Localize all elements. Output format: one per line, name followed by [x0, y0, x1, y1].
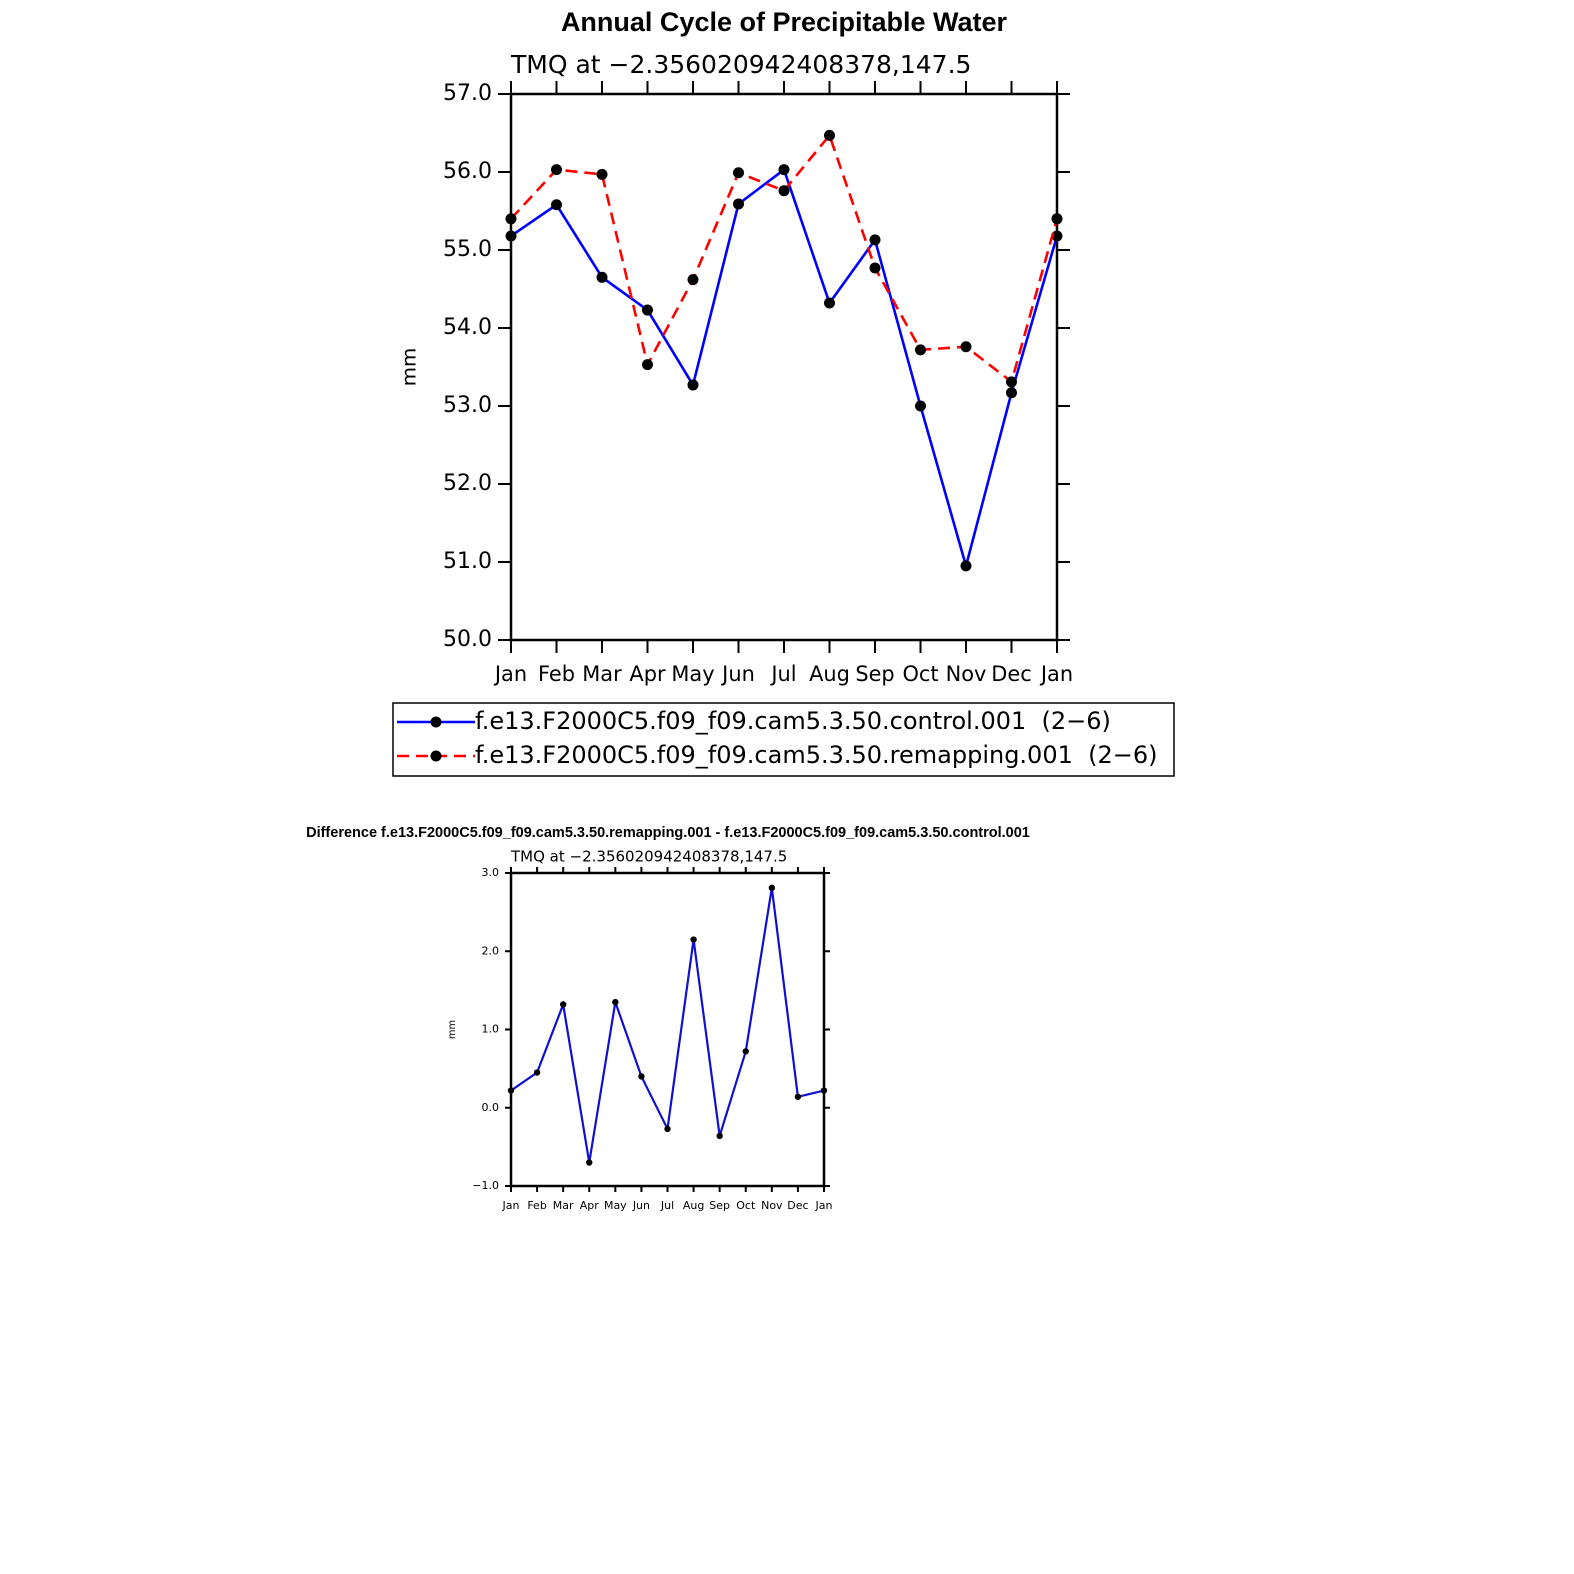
x-tick-label: Jun	[720, 662, 755, 686]
legend-label: f.e13.F2000C5.f09_f09.cam5.3.50.control.…	[475, 707, 1111, 735]
data-point	[915, 344, 926, 356]
y-tick-label: 2.0	[482, 944, 500, 957]
data-point	[690, 936, 697, 943]
data-point	[733, 167, 744, 179]
x-tick-label: Apr	[580, 1199, 600, 1212]
y-tick-label: 53.0	[443, 393, 492, 418]
data-point	[820, 1087, 828, 1094]
data-point	[778, 164, 790, 176]
x-tick-label: Aug	[809, 662, 850, 686]
chart-subtitle: TMQ at −2.356020942408378,147.5	[510, 50, 971, 79]
data-point	[505, 213, 517, 225]
y-tick-label: 3.0	[482, 866, 500, 879]
data-point	[1006, 387, 1017, 399]
y-tick-label: −1.0	[472, 1179, 499, 1192]
data-point	[960, 560, 972, 572]
data-point	[642, 304, 653, 316]
data-point	[960, 341, 972, 353]
y-tick-label: 50.0	[443, 627, 492, 652]
legend-box	[392, 702, 1175, 777]
data-point	[869, 234, 881, 246]
data-point	[687, 379, 699, 391]
y-tick-label: 0.0	[482, 1101, 500, 1114]
data-point	[596, 271, 608, 283]
legend-marker	[430, 716, 442, 728]
x-tick-label: Jan	[1039, 662, 1073, 686]
x-tick-label: Jan	[493, 662, 527, 686]
x-tick-label: Dec	[991, 662, 1031, 686]
chart-title: Difference f.e13.F2000C5.f09_f09.cam5.3.…	[306, 825, 1030, 841]
x-tick-label: Dec	[787, 1199, 808, 1212]
data-point	[559, 1001, 567, 1008]
x-tick-label: Jul	[660, 1199, 674, 1212]
data-point	[586, 1159, 593, 1166]
data-point	[716, 1132, 723, 1140]
data-point	[824, 297, 835, 309]
plot-frame	[509, 871, 826, 1188]
data-point	[687, 274, 699, 286]
y-tick-label: 54.0	[443, 315, 492, 340]
data-point	[768, 884, 776, 892]
legend-label: f.e13.F2000C5.f09_f09.cam5.3.50.remappin…	[475, 741, 1158, 769]
data-point	[642, 359, 653, 371]
data-line	[510, 167, 1059, 571]
data-point	[505, 230, 517, 242]
x-tick-label: Feb	[527, 1199, 546, 1212]
y-tick-label: 55.0	[443, 237, 492, 262]
x-tick-label: May	[671, 662, 714, 686]
data-point	[824, 129, 835, 141]
data-point	[778, 185, 790, 197]
data-point	[1006, 376, 1017, 388]
y-axis-label: mm	[398, 348, 421, 387]
x-tick-label: Jan	[502, 1199, 520, 1212]
x-tick-label: Nov	[946, 662, 987, 686]
data-point	[507, 1087, 515, 1094]
data-point	[733, 198, 744, 210]
y-tick-label: 56.0	[443, 159, 492, 184]
data-point	[1051, 230, 1063, 242]
legend-marker	[430, 750, 442, 762]
x-tick-label: Aug	[683, 1199, 704, 1212]
y-tick-label: 57.0	[443, 81, 492, 106]
x-tick-label: Jul	[769, 662, 796, 686]
data-point	[664, 1125, 671, 1133]
data-point	[638, 1073, 645, 1080]
y-tick-label: 51.0	[443, 549, 492, 574]
x-tick-label: May	[604, 1199, 627, 1212]
x-tick-label: Mar	[553, 1199, 574, 1212]
data-point	[596, 168, 608, 180]
plot-frame	[509, 92, 1059, 642]
data-point	[533, 1069, 541, 1076]
x-tick-label: Nov	[761, 1199, 783, 1212]
y-tick-label: 1.0	[482, 1023, 500, 1036]
x-tick-label: Jun	[632, 1199, 650, 1212]
data-line	[510, 887, 825, 1163]
x-tick-label: Mar	[582, 662, 622, 686]
data-point	[551, 199, 562, 211]
x-tick-label: Sep	[855, 662, 894, 686]
x-tick-label: Oct	[736, 1199, 756, 1212]
y-tick-label: 52.0	[443, 471, 492, 496]
data-point	[869, 262, 881, 274]
data-point	[742, 1048, 749, 1055]
x-tick-label: Sep	[709, 1199, 730, 1212]
data-point	[915, 400, 926, 412]
y-axis-label: mm	[447, 1020, 458, 1039]
x-tick-label: Oct	[902, 662, 938, 686]
chart-title: Annual Cycle of Precipitable Water	[561, 7, 1008, 37]
data-point	[1051, 213, 1063, 225]
data-point	[551, 164, 562, 176]
x-tick-label: Jan	[815, 1199, 833, 1212]
data-point	[612, 998, 619, 1006]
chart-subtitle: TMQ at −2.356020942408378,147.5	[510, 848, 787, 866]
x-tick-label: Feb	[538, 662, 575, 686]
x-tick-label: Apr	[629, 662, 666, 686]
data-point	[794, 1093, 802, 1100]
